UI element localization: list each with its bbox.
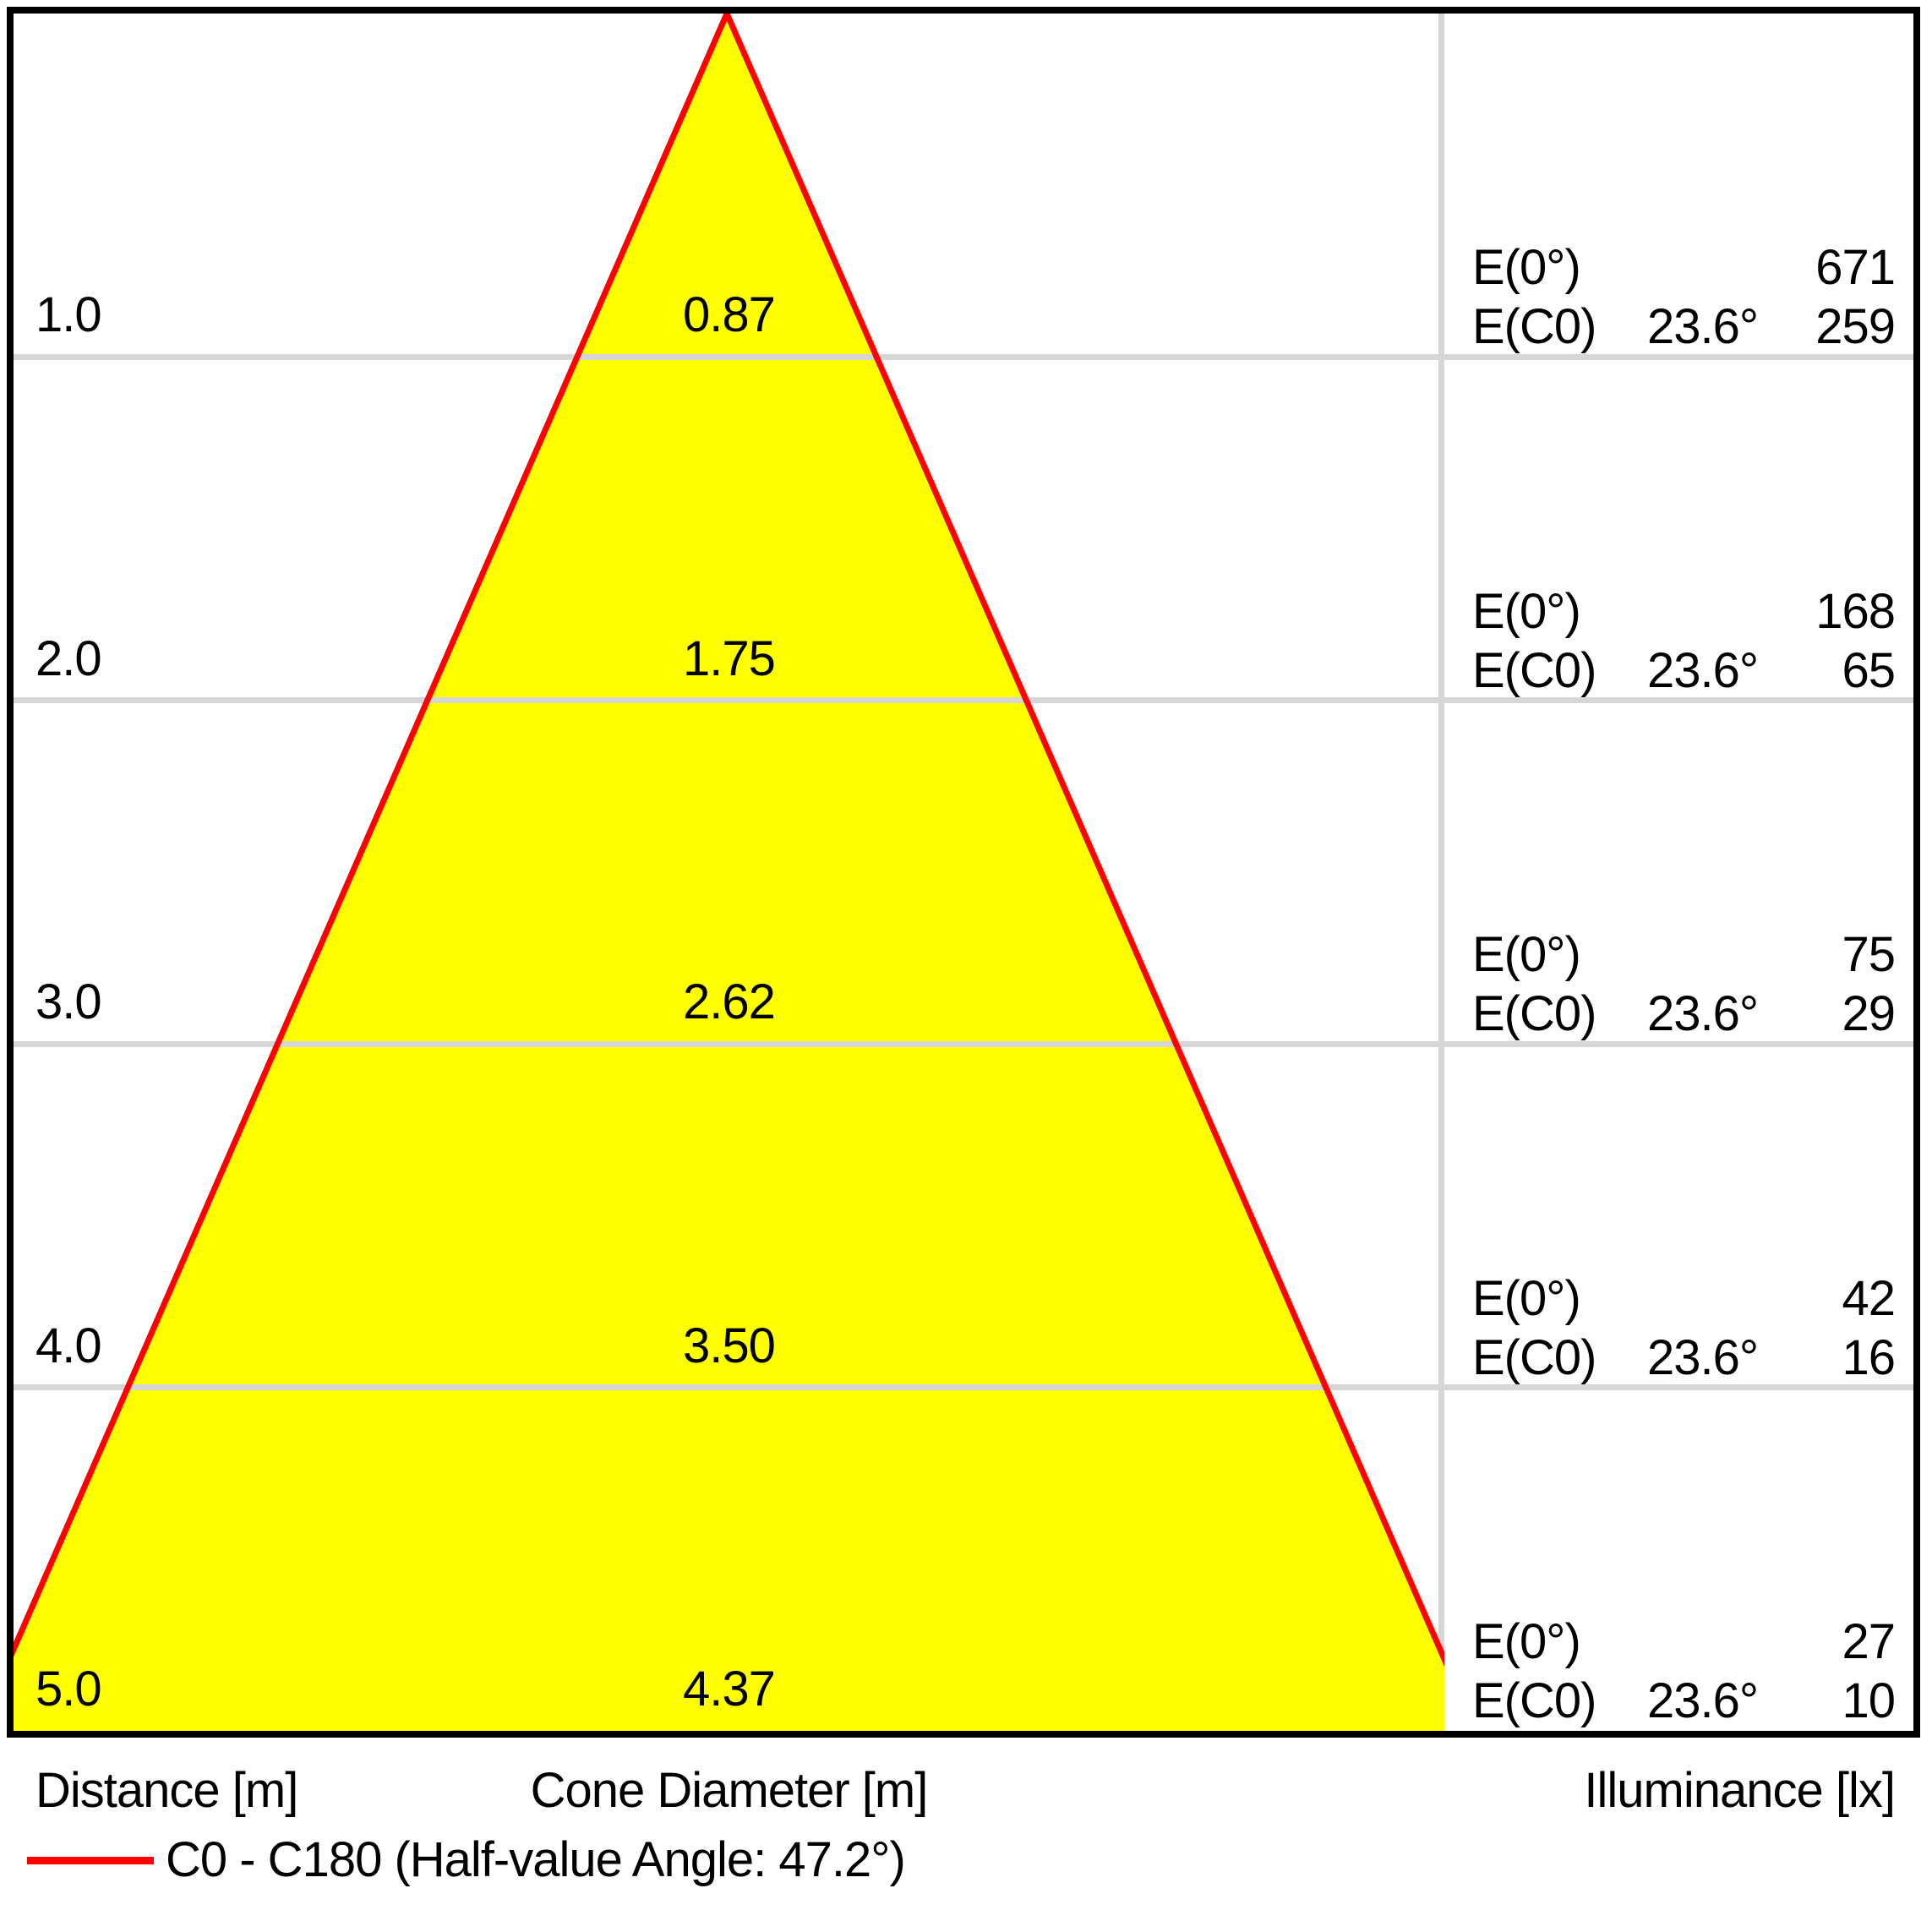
cone-diameter-label-2: 1.75 xyxy=(683,631,776,686)
ec0-line: E(C0) 23.6° 65 xyxy=(1472,641,1896,701)
axis-label-distance: Distance [m] xyxy=(35,1763,298,1818)
e0-value: 27 xyxy=(1842,1614,1896,1669)
ec0-value: 10 xyxy=(1842,1673,1896,1728)
ec0-value: 259 xyxy=(1815,299,1896,354)
diagram-frame xyxy=(7,7,1920,1738)
e0-value: 168 xyxy=(1815,584,1896,639)
e0-value: 75 xyxy=(1842,927,1896,982)
e0-label: E(0°) xyxy=(1472,1271,1581,1326)
axis-label-illuminance: Illuminance [lx] xyxy=(1584,1763,1896,1818)
ec0-angle: 23.6° xyxy=(1646,986,1759,1041)
cone-fill xyxy=(14,14,1444,1731)
ec0-label: E(C0) xyxy=(1472,1330,1596,1385)
legend-line-swatch xyxy=(27,1857,154,1864)
ec0-label: E(C0) xyxy=(1472,986,1596,1041)
ec0-line: E(C0) 23.6° 29 xyxy=(1472,985,1896,1044)
ec0-value: 16 xyxy=(1842,1330,1896,1385)
distance-label-2: 2.0 xyxy=(35,631,102,686)
e0-label: E(0°) xyxy=(1472,584,1581,639)
illuminance-row-5: E(0°) 27 E(C0) 23.6° 10 xyxy=(1472,1613,1896,1731)
ec0-label: E(C0) xyxy=(1472,1673,1596,1728)
distance-label-5: 5.0 xyxy=(35,1662,102,1716)
illuminance-row-4: E(0°) 42 E(C0) 23.6° 16 xyxy=(1472,1269,1896,1388)
cone-gridline-4m xyxy=(14,1384,1444,1390)
e0-line: E(0°) 671 xyxy=(1472,238,1896,297)
ec0-value: 29 xyxy=(1842,986,1896,1041)
distance-label-1: 1.0 xyxy=(35,287,102,342)
ec0-line: E(C0) 23.6° 16 xyxy=(1472,1329,1896,1388)
e0-line: E(0°) 27 xyxy=(1472,1613,1896,1672)
e0-line: E(0°) 75 xyxy=(1472,925,1896,985)
e0-label: E(0°) xyxy=(1472,1614,1581,1669)
ec0-angle: 23.6° xyxy=(1646,1673,1759,1728)
e0-label: E(0°) xyxy=(1472,240,1581,295)
e0-value: 42 xyxy=(1842,1271,1896,1326)
e0-line: E(0°) 42 xyxy=(1472,1269,1896,1329)
illuminance-row-3: E(0°) 75 E(C0) 23.6° 29 xyxy=(1472,925,1896,1044)
panel-separator-line xyxy=(1438,14,1444,1731)
cone-diameter-label-1: 0.87 xyxy=(683,287,776,342)
ec0-line: E(C0) 23.6° 10 xyxy=(1472,1672,1896,1731)
cone-diameter-label-3: 2.62 xyxy=(683,974,776,1029)
cone-diameter-label-5: 4.37 xyxy=(683,1662,776,1716)
ec0-value: 65 xyxy=(1842,643,1896,698)
light-cone-graphic xyxy=(14,14,1444,1731)
cone-gridline-3m xyxy=(14,1041,1444,1047)
cone-gridline-2m xyxy=(14,697,1444,703)
distance-label-4: 4.0 xyxy=(35,1318,102,1373)
e0-label: E(0°) xyxy=(1472,927,1581,982)
illuminance-row-2: E(0°) 168 E(C0) 23.6° 65 xyxy=(1472,582,1896,701)
e0-line: E(0°) 168 xyxy=(1472,582,1896,641)
distance-label-3: 3.0 xyxy=(35,974,102,1029)
e0-value: 671 xyxy=(1815,240,1896,295)
illuminance-row-1: E(0°) 671 E(C0) 23.6° 259 xyxy=(1472,238,1896,357)
cone-outline-c0-c180 xyxy=(14,14,1444,1667)
legend-label: C0 - C180 (Half-value Angle: 47.2°) xyxy=(166,1832,906,1887)
ec0-label: E(C0) xyxy=(1472,299,1596,354)
axis-label-cone-diameter: Cone Diameter [m] xyxy=(530,1763,929,1818)
ec0-angle: 23.6° xyxy=(1646,1330,1759,1385)
cone-diameter-label-4: 3.50 xyxy=(683,1318,776,1373)
ec0-angle: 23.6° xyxy=(1646,299,1759,354)
ec0-line: E(C0) 23.6° 259 xyxy=(1472,297,1896,357)
ec0-label: E(C0) xyxy=(1472,643,1596,698)
ec0-angle: 23.6° xyxy=(1646,643,1759,698)
cone-gridline-1m xyxy=(14,354,1444,360)
